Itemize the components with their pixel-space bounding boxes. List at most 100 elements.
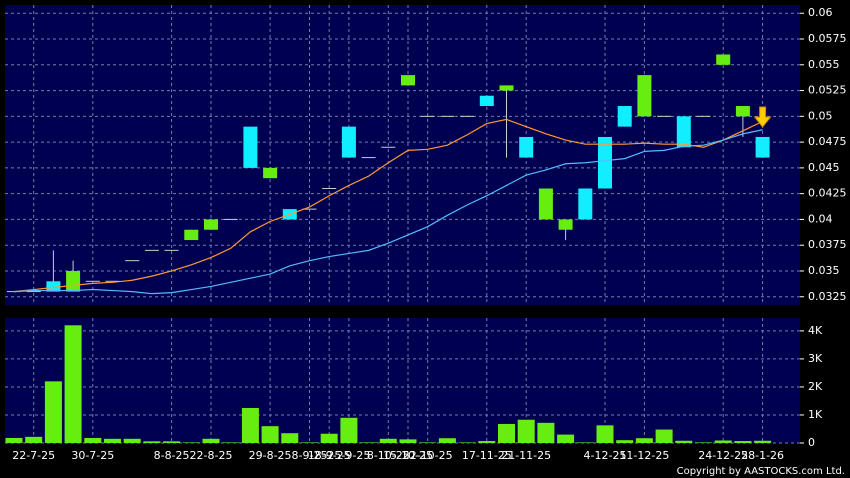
volume-bar <box>44 381 62 443</box>
candle-body <box>578 188 593 220</box>
volume-bar <box>438 438 456 443</box>
copyright: Copyright by AASTOCKS.com Ltd. <box>677 466 845 477</box>
volume-bar <box>537 422 555 443</box>
volume-bar <box>5 437 23 443</box>
y-tick-label: 0.0425 <box>808 187 847 200</box>
x-tick-label: 22-7-25 <box>12 449 55 462</box>
volume-bar <box>182 442 200 443</box>
y-tick-label: 4K <box>808 324 823 337</box>
volume-bar <box>478 441 496 443</box>
volume-bar <box>202 438 220 443</box>
volume-bar <box>754 440 772 443</box>
y-tick-label: 0.0325 <box>808 290 847 303</box>
candle-body <box>538 188 553 220</box>
volume-bar <box>734 441 752 443</box>
candle-body <box>66 270 81 292</box>
x-tick-label: 24-12-25 <box>698 449 748 462</box>
volume-bar <box>64 325 82 443</box>
candle-body <box>755 136 770 158</box>
x-tick-label: 17-11-25 <box>462 449 512 462</box>
x-tick-label: 21-11-25 <box>501 449 551 462</box>
y-tick-label: 0.055 <box>808 58 840 71</box>
candle-body <box>105 280 120 282</box>
candle-body <box>617 106 632 127</box>
volume-bar <box>163 441 181 443</box>
candle-body <box>26 291 41 293</box>
candle-body <box>381 146 396 148</box>
volume-bar <box>655 429 673 443</box>
price-panel <box>5 5 800 305</box>
candle-body <box>716 54 731 65</box>
candle-body <box>735 106 750 117</box>
y-tick-label: 0.0475 <box>808 135 847 148</box>
y-tick-label: 1K <box>808 408 823 421</box>
candle-body <box>637 75 652 117</box>
candle-body <box>361 157 376 159</box>
arrow <box>753 106 772 128</box>
x-tick-label: 8-8-25 <box>154 449 190 462</box>
candle-body <box>519 136 534 158</box>
x-tick-label: 28-1-26 <box>741 449 784 462</box>
candle-body <box>479 95 494 107</box>
candle-body <box>440 115 455 117</box>
candle-body <box>164 249 179 251</box>
volume-bar <box>123 438 141 443</box>
y-tick-label: 0 <box>808 436 815 449</box>
volume-bar <box>320 433 338 443</box>
volume-bar <box>25 436 43 443</box>
volume-bar <box>379 438 397 443</box>
candle-body <box>558 219 573 230</box>
x-tick-label: 8-10-25 <box>367 449 410 462</box>
volume-bar <box>84 437 102 443</box>
candle-body <box>125 260 140 262</box>
candle-body <box>696 115 711 117</box>
candle-body <box>499 85 514 91</box>
volume-bar <box>498 423 515 443</box>
volume-bar <box>419 442 437 443</box>
candle-body <box>302 208 317 210</box>
volume-bar <box>104 438 121 443</box>
candle-body <box>341 126 356 158</box>
candle-body <box>657 115 672 117</box>
volume-panel <box>5 318 800 443</box>
y-tick-label: 0.05 <box>808 109 833 122</box>
candle-body <box>263 167 278 179</box>
candle-body <box>676 116 691 148</box>
x-tick-label: 8-9-25 <box>292 449 328 462</box>
candle-body <box>401 75 415 86</box>
y-tick-label: 3K <box>808 352 823 365</box>
volume-bar <box>517 419 535 443</box>
candle-body <box>204 219 218 230</box>
volume-bar <box>222 442 240 443</box>
volume-bar <box>714 440 732 443</box>
x-tick-label: 18-9-25 <box>308 449 351 462</box>
volume-bar <box>143 441 161 443</box>
x-tick-label: 22-8-25 <box>190 449 233 462</box>
volume-bar <box>695 442 712 443</box>
candle-body <box>322 188 337 190</box>
candle-body <box>46 281 61 292</box>
volume-bar <box>241 407 259 443</box>
volume-bar <box>281 433 299 443</box>
candle-body <box>144 249 159 251</box>
candle-body <box>598 136 612 189</box>
volume-bar <box>261 426 279 443</box>
candle-body <box>223 218 238 220</box>
y-tick-label: 0.045 <box>808 161 840 174</box>
y-tick-label: 0.035 <box>808 264 840 277</box>
candle-body <box>184 229 199 241</box>
candle-body <box>420 115 435 117</box>
y-tick-label: 2K <box>808 380 823 393</box>
y-tick-label: 0.06 <box>808 6 833 19</box>
x-tick-label: 22-10-25 <box>403 449 453 462</box>
x-tick-label: 25-9-25 <box>327 449 370 462</box>
volume-bar <box>399 439 417 443</box>
volume-bar <box>458 442 476 443</box>
x-tick-label: 15-10-25 <box>383 449 433 462</box>
volume-bar <box>576 442 594 443</box>
x-tick-label: 11-12-25 <box>619 449 669 462</box>
volume-bar <box>360 442 378 443</box>
candle-body <box>243 126 258 168</box>
y-tick-label: 0.0375 <box>808 238 847 251</box>
